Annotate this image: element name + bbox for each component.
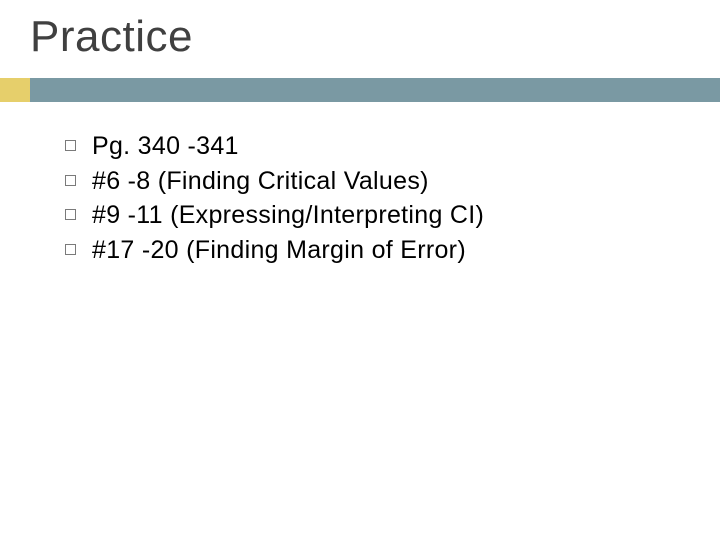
slide: Practice Pg. 340 -341 #6 -8 (Finding Cri… bbox=[0, 0, 720, 540]
list-item: #6 -8 (Finding Critical Values) bbox=[65, 165, 665, 198]
bullet-text: #9 -11 (Expressing/Interpreting CI) bbox=[92, 199, 484, 232]
bullet-marker-icon bbox=[65, 140, 76, 151]
bar-accent bbox=[0, 78, 30, 102]
bullet-list: Pg. 340 -341 #6 -8 (Finding Critical Val… bbox=[65, 130, 665, 268]
bullet-text: #6 -8 (Finding Critical Values) bbox=[92, 165, 429, 198]
list-item: #17 -20 (Finding Margin of Error) bbox=[65, 234, 665, 267]
bullet-text: Pg. 340 -341 bbox=[92, 130, 239, 163]
title-underline-bar bbox=[0, 78, 720, 102]
list-item: Pg. 340 -341 bbox=[65, 130, 665, 163]
page-title: Practice bbox=[30, 12, 193, 62]
bullet-marker-icon bbox=[65, 175, 76, 186]
bullet-text: #17 -20 (Finding Margin of Error) bbox=[92, 234, 466, 267]
bullet-marker-icon bbox=[65, 244, 76, 255]
bullet-marker-icon bbox=[65, 209, 76, 220]
list-item: #9 -11 (Expressing/Interpreting CI) bbox=[65, 199, 665, 232]
bar-main bbox=[30, 78, 720, 102]
